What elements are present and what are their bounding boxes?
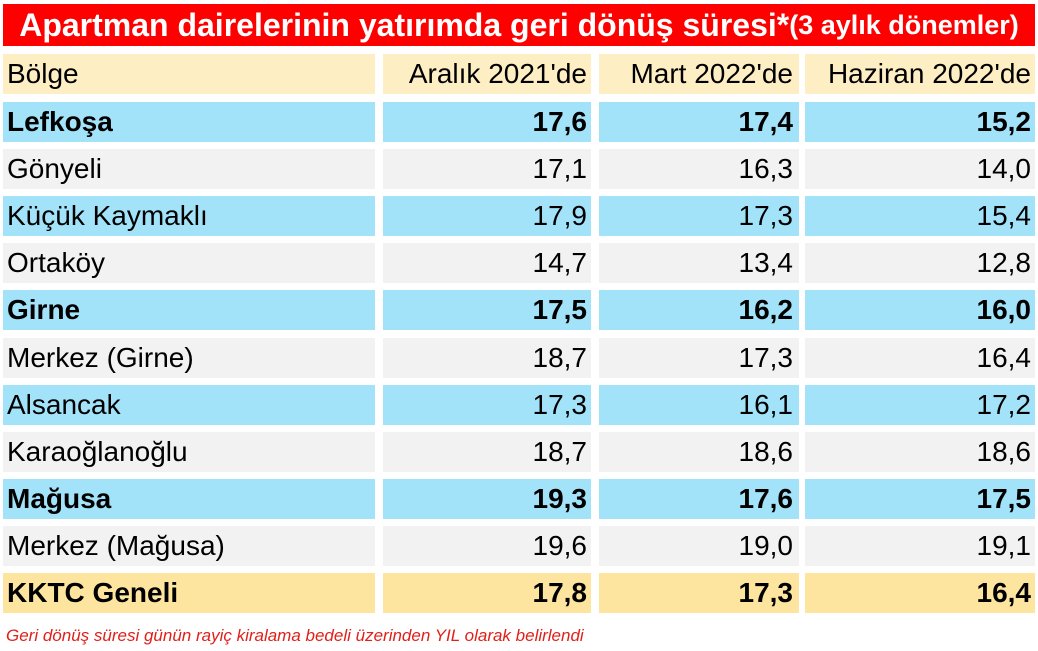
table-row-kucuk-kaymakli: Küçük Kaymaklı 17,9 17,3 15,4 (3, 196, 1035, 236)
value-cell-mar-2022: 17,6 (599, 479, 799, 519)
table-row-magusa: Mağusa 19,3 17,6 17,5 (3, 479, 1035, 519)
value-cell-mar-2022: 16,2 (599, 290, 799, 330)
value-cell-jun-2022: 17,2 (805, 385, 1035, 425)
value-cell-mar-2022: 17,3 (599, 338, 799, 378)
value-cell-dec-2021: 17,5 (383, 290, 591, 330)
value-cell-dec-2021: 17,3 (383, 385, 591, 425)
region-cell: Merkez (Mağusa) (3, 526, 375, 566)
value-cell-jun-2022: 17,5 (805, 479, 1035, 519)
table-title: Apartman dairelerinin yatırımda geri dön… (3, 4, 1035, 46)
value-cell-mar-2022: 16,3 (599, 149, 799, 189)
value-cell-dec-2021: 18,7 (383, 338, 591, 378)
value-cell-mar-2022: 17,3 (599, 196, 799, 236)
value-cell-jun-2022: 16,4 (805, 573, 1035, 613)
value-cell-jun-2022: 19,1 (805, 526, 1035, 566)
value-cell-mar-2022: 19,0 (599, 526, 799, 566)
value-cell-jun-2022: 16,0 (805, 290, 1035, 330)
table-row-kktc-total: KKTC Geneli 17,8 17,3 16,4 (3, 573, 1035, 613)
region-cell: Karaoğlanoğlu (3, 432, 375, 472)
region-cell: Alsancak (3, 385, 375, 425)
value-cell-dec-2021: 17,8 (383, 573, 591, 613)
value-cell-dec-2021: 18,7 (383, 432, 591, 472)
value-cell-jun-2022: 12,8 (805, 243, 1035, 283)
region-cell: Girne (3, 290, 375, 330)
region-cell: Küçük Kaymaklı (3, 196, 375, 236)
value-cell-jun-2022: 18,6 (805, 432, 1035, 472)
region-cell: Mağusa (3, 479, 375, 519)
footnote: Geri dönüş süresi günün rayiç kiralama b… (6, 626, 584, 645)
table-row-gonyeli: Gönyeli 17,1 16,3 14,0 (3, 149, 1035, 189)
column-header-jun-2022: Haziran 2022'de (805, 54, 1035, 94)
header-row: Bölge Aralık 2021'de Mart 2022'de Hazira… (3, 54, 1035, 94)
title-main: Apartman dairelerinin yatırımda geri dön… (19, 6, 790, 43)
table-row-merkez-magusa: Merkez (Mağusa) 19,6 19,0 19,1 (3, 526, 1035, 566)
value-cell-jun-2022: 16,4 (805, 338, 1035, 378)
value-cell-jun-2022: 15,2 (805, 102, 1035, 142)
value-cell-dec-2021: 14,7 (383, 243, 591, 283)
region-cell: Ortaköy (3, 243, 375, 283)
region-cell: Gönyeli (3, 149, 375, 189)
value-cell-mar-2022: 18,6 (599, 432, 799, 472)
value-cell-dec-2021: 19,3 (383, 479, 591, 519)
column-header-mar-2022: Mart 2022'de (599, 54, 799, 94)
value-cell-dec-2021: 17,1 (383, 149, 591, 189)
table-row-alsancak: Alsancak 17,3 16,1 17,2 (3, 385, 1035, 425)
region-cell: Lefkoşa (3, 102, 375, 142)
table-row-merkez-girne: Merkez (Girne) 18,7 17,3 16,4 (3, 338, 1035, 378)
value-cell-mar-2022: 16,1 (599, 385, 799, 425)
column-header-dec-2021: Aralık 2021'de (383, 54, 591, 94)
table-row-lefkosa: Lefkoşa 17,6 17,4 15,2 (3, 102, 1035, 142)
value-cell-dec-2021: 19,6 (383, 526, 591, 566)
value-cell-dec-2021: 17,9 (383, 196, 591, 236)
value-cell-mar-2022: 13,4 (599, 243, 799, 283)
value-cell-mar-2022: 17,4 (599, 102, 799, 142)
title-subtitle: (3 aylık dönemler) (789, 9, 1019, 40)
table-row-karaoglanoglu: Karaoğlanoğlu 18,7 18,6 18,6 (3, 432, 1035, 472)
value-cell-dec-2021: 17,6 (383, 102, 591, 142)
region-cell: KKTC Geneli (3, 573, 375, 613)
value-cell-mar-2022: 17,3 (599, 573, 799, 613)
value-cell-jun-2022: 14,0 (805, 149, 1035, 189)
region-cell: Merkez (Girne) (3, 338, 375, 378)
table-row-girne: Girne 17,5 16,2 16,0 (3, 290, 1035, 330)
column-header-region: Bölge (3, 54, 375, 94)
table-row-ortakoy: Ortaköy 14,7 13,4 12,8 (3, 243, 1035, 283)
value-cell-jun-2022: 15,4 (805, 196, 1035, 236)
